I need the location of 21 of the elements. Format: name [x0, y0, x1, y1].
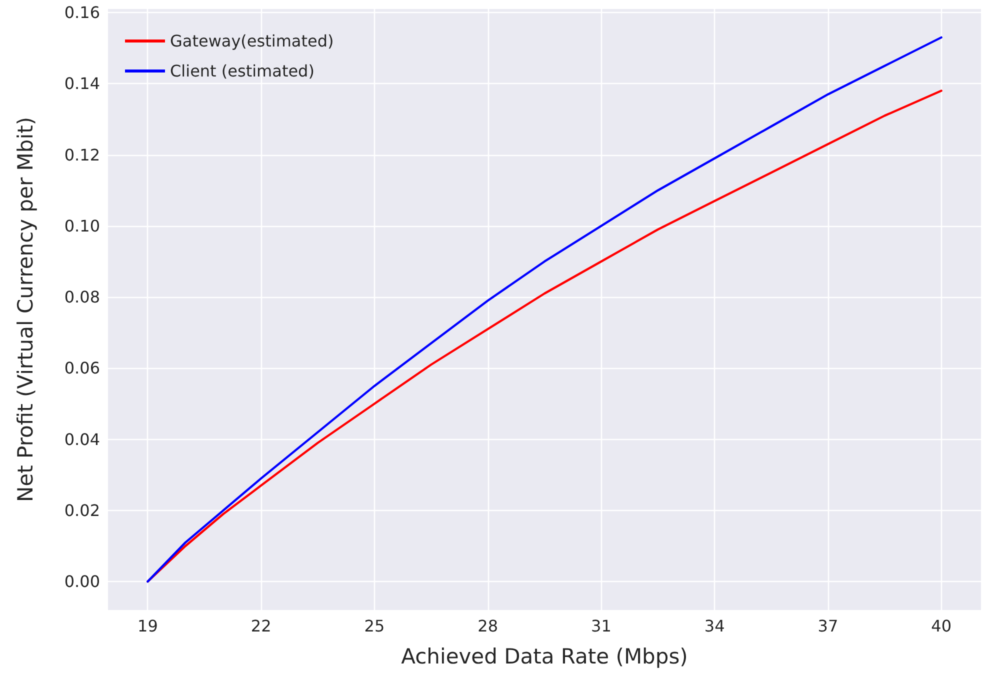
- x-tick-label: 37: [818, 616, 838, 636]
- legend-label: Client (estimated): [170, 62, 314, 80]
- legend-label: Gateway(estimated): [170, 32, 334, 50]
- y-tick-label: 0.12: [64, 145, 100, 164]
- x-tick-label: 31: [591, 616, 612, 636]
- x-tick-label: 19: [138, 616, 158, 636]
- y-tick-label: 0.16: [64, 3, 100, 22]
- y-tick-label: 0.14: [64, 74, 100, 94]
- x-tick-label: 28: [478, 616, 498, 636]
- x-tick-label: 22: [250, 616, 272, 636]
- y-tick-label: 0.08: [64, 288, 100, 307]
- y-tick-label: 0.06: [64, 358, 100, 378]
- x-axis-title: Achieved Data Rate (Mbps): [401, 644, 688, 668]
- x-tick-label: 40: [931, 616, 952, 636]
- y-tick-label: 0.10: [64, 216, 100, 236]
- x-tick-label: 34: [704, 616, 725, 636]
- x-tick-label: 25: [364, 616, 385, 636]
- y-tick-label: 0.04: [64, 430, 100, 449]
- y-axis-title: Net Profit (Virtual Currency per Mbit): [14, 116, 38, 502]
- y-tick-label: 0.02: [64, 500, 100, 520]
- y-tick-label: 0.00: [64, 572, 100, 592]
